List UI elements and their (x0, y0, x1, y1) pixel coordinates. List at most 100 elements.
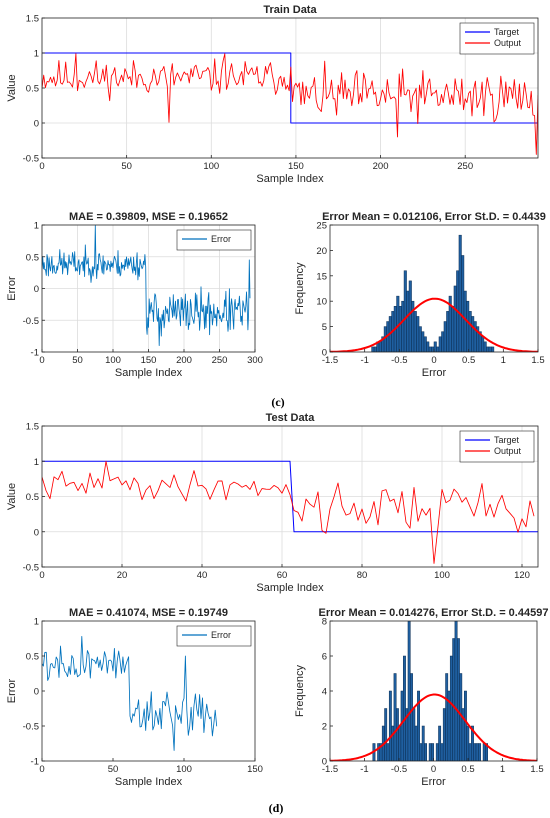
plot-marks (42, 52, 538, 155)
x-tick-label: 1.5 (531, 355, 544, 366)
y-axis-label: Value (6, 74, 18, 101)
caption-c: (c) (271, 395, 284, 409)
x-tick-label: 0 (39, 161, 44, 172)
histogram-bar (466, 725, 470, 761)
plot-marks (330, 234, 538, 352)
x-tick-label: -0.5 (391, 355, 407, 366)
x-axis-label: Sample Index (115, 776, 183, 788)
histogram-bar (383, 326, 387, 352)
histogram-bar (482, 743, 486, 761)
x-axis-label: Sample Index (256, 173, 324, 185)
histogram-bar (473, 321, 477, 352)
histogram-bar (393, 673, 397, 761)
y-tick-label: 25 (316, 221, 327, 232)
histogram-bar (442, 708, 446, 761)
x-tick-label: -1.5 (322, 764, 338, 775)
y-tick-label: 1 (34, 617, 39, 628)
histogram-bar (436, 346, 440, 352)
x-tick-label: 0 (39, 764, 44, 775)
legend-label-error: Error (211, 630, 231, 640)
y-tick-label: -0.5 (23, 154, 39, 165)
histogram-bar (473, 743, 477, 761)
plot-title: MAE = 0.39809, MSE = 0.19652 (69, 211, 228, 223)
histogram-bar (443, 321, 447, 352)
y-tick-label: 0 (34, 527, 39, 538)
plot-title: Error Mean = 0.014276, Error St.D. = 0.4… (319, 607, 549, 619)
x-tick-label: 100 (434, 570, 450, 581)
histogram-bar (378, 341, 382, 352)
y-tick-label: 2 (322, 722, 327, 733)
x-tick-label: 100 (176, 764, 192, 775)
y-tick-label: 1 (34, 49, 39, 60)
histogram-bar (408, 280, 412, 352)
histogram-bar (446, 311, 450, 352)
legend-label-output: Output (494, 446, 522, 456)
x-tick-label: 150 (288, 161, 304, 172)
histogram-bar (395, 708, 399, 761)
x-tick-label: 0.5 (462, 355, 475, 366)
y-tick-label: -0.5 (23, 316, 39, 327)
y-tick-label: -0.5 (23, 722, 39, 733)
histogram-bar (414, 725, 418, 761)
x-axis-label: Error (421, 776, 446, 788)
histogram-bar (468, 311, 472, 352)
histogram-bar (398, 725, 402, 761)
histogram-bar (452, 638, 456, 761)
x-tick-label: -1.5 (322, 355, 338, 366)
plot-title: MAE = 0.41074, MSE = 0.19749 (69, 607, 228, 619)
histogram-bar (413, 311, 417, 352)
y-axis-label: Frequency (294, 262, 306, 314)
histogram-bar (458, 234, 462, 352)
histogram-bar (451, 306, 455, 352)
x-tick-label: 60 (277, 570, 288, 581)
caption-d: (d) (269, 801, 284, 815)
x-tick-label: 250 (457, 161, 473, 172)
legend-label-target: Target (494, 435, 520, 445)
histogram-bar (424, 743, 427, 761)
x-tick-label: -1 (360, 764, 368, 775)
histogram-bar (438, 725, 442, 761)
series-line-output (42, 460, 535, 564)
plot-area (330, 225, 538, 352)
histogram-bar (426, 341, 430, 352)
histogram-bar (407, 621, 411, 761)
histogram-bar (453, 285, 457, 352)
legend-label-output: Output (494, 38, 522, 48)
x-tick-label: 0.5 (461, 764, 474, 775)
histogram-bar (466, 300, 470, 352)
x-tick-label: 40 (197, 570, 208, 581)
y-tick-label: 0.5 (26, 652, 39, 663)
histogram-bar (373, 346, 377, 352)
histogram-bar (406, 290, 410, 352)
histogram-bar (421, 725, 425, 761)
histogram-bar (398, 306, 402, 352)
histogram-bar (403, 655, 406, 761)
x-tick-label: 50 (108, 764, 119, 775)
legend: Error (176, 625, 252, 647)
y-axis-label: Frequency (294, 665, 306, 717)
x-tick-label: 0 (39, 570, 44, 581)
histogram-bar (384, 708, 388, 761)
histogram-bar (419, 743, 423, 761)
histogram-bar (441, 331, 445, 352)
histogram-bar (423, 336, 427, 352)
histogram-bar (449, 655, 453, 761)
series-line-error (42, 635, 218, 751)
legend-label-error: Error (211, 234, 231, 244)
x-tick-label: 150 (247, 764, 263, 775)
x-tick-label: 200 (373, 161, 389, 172)
y-tick-label: -1 (31, 757, 39, 768)
histogram-bar (456, 638, 460, 761)
histogram-bar (428, 743, 432, 761)
histogram-bar (421, 331, 425, 352)
x-tick-label: 50 (121, 161, 132, 172)
x-tick-label: 100 (105, 355, 121, 366)
normal-fit-curve (330, 297, 538, 352)
x-axis-label: Sample Index (256, 582, 324, 594)
histogram-bar (488, 346, 492, 352)
y-tick-label: 5 (322, 322, 327, 333)
